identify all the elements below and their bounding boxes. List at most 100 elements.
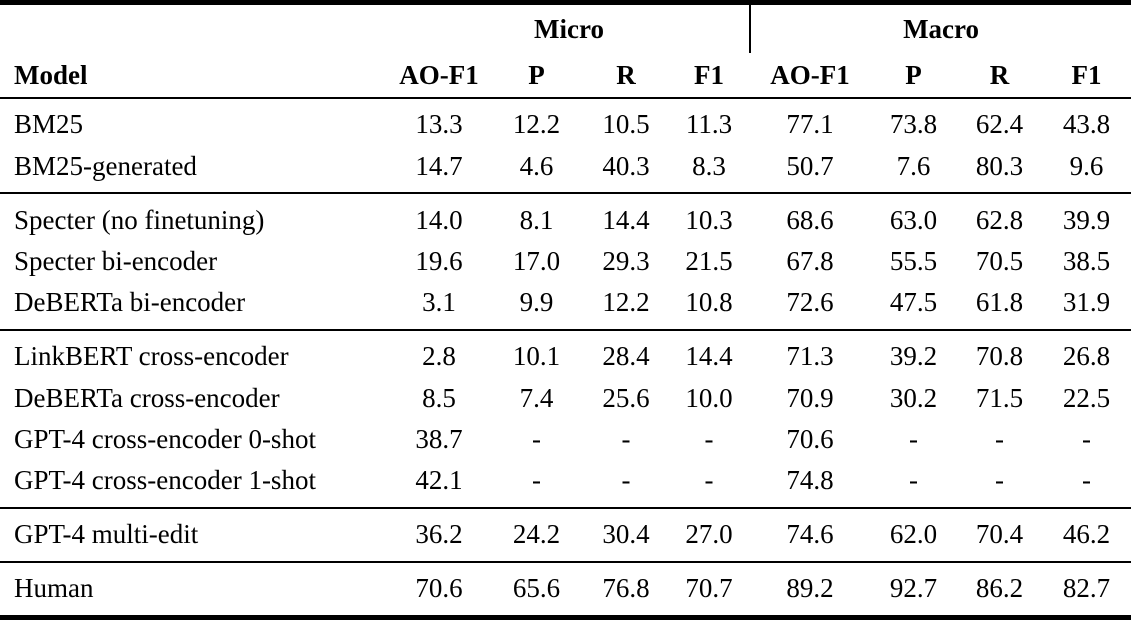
value-cell: 36.2 [415,519,463,550]
value-cell: 10.3 [685,204,733,235]
value-cell: 26.8 [1062,341,1111,372]
value-cell: 7.6 [896,150,931,181]
model-cell: Human [14,573,94,604]
value-cell: 67.8 [786,246,834,277]
value-cell: 70.4 [975,519,1024,550]
value-cell: - [1082,465,1092,496]
value-cell: 14.7 [415,150,463,181]
value-cell: 7.4 [519,382,554,413]
value-cell: 73.8 [889,109,938,140]
column-header-macro-p: P [870,53,958,99]
value-cell: 14.4 [685,341,733,372]
value-cell: 71.5 [975,382,1024,413]
table-row: GPT-4 cross-encoder 0-shot 38.7 - - - 70.6 - - - [0,419,1131,460]
value-cell: 27.0 [685,519,733,550]
value-cell: - [532,465,541,496]
value-cell: - [704,423,714,454]
value-cell: 38.5 [1062,246,1111,277]
value-cell: 10.8 [685,287,733,318]
table-row: DeBERTa cross-encoder 8.5 7.4 25.6 10.0 70.9 3… [0,377,1131,418]
value-cell: 12.2 [602,287,650,318]
row-group-3: GPT-4 multi-edit 36.2 24.2 30.4 27.0 74.6 62.0… [0,507,1131,562]
column-header-macro-aof1: AO-F1 [750,53,871,99]
column-header-row: Model AO-F1 P R F1 AO-F1 P R F1 [0,53,1131,99]
value-cell: - [995,423,1005,454]
value-cell: 43.8 [1062,109,1111,140]
value-cell: 12.2 [512,109,561,140]
value-cell: 46.2 [1062,519,1111,550]
value-cell: 62.0 [889,519,938,550]
row-group-0: BM25 13.3 12.2 10.5 11.3 77.1 73.8 62.4 43.8 BM25… [0,98,1131,193]
table-row: Specter bi-encoder 19.6 17.0 29.3 21.5 67.8 55… [0,241,1131,282]
model-cell: GPT-4 multi-edit [14,519,199,550]
value-cell: 61.8 [975,287,1024,318]
value-cell: 42.1 [415,465,463,496]
value-cell: 47.5 [889,287,938,318]
column-header-micro-p: P [489,53,584,99]
value-cell: 76.8 [602,573,650,604]
column-header-micro-r: R [584,53,668,99]
value-cell: 68.6 [786,204,834,235]
value-cell: 70.5 [975,246,1024,277]
value-cell: - [1082,423,1092,454]
value-cell: 14.0 [415,204,463,235]
model-cell: GPT-4 cross-encoder 1-shot [14,465,316,496]
value-cell: 10.5 [602,109,650,140]
value-cell: 80.3 [975,150,1024,181]
value-cell: 8.1 [519,204,554,235]
value-cell: 39.9 [1062,204,1111,235]
micro-group-header: Micro [534,13,604,44]
row-group-4: Human 70.6 65.6 76.8 70.7 89.2 92.7 86.2 82.7 [0,561,1131,618]
value-cell: 11.3 [685,109,733,140]
value-cell: 10.1 [512,341,561,372]
value-cell: 29.3 [602,246,650,277]
value-cell: 9.9 [519,287,554,318]
value-cell: - [621,465,631,496]
value-cell: 50.7 [786,150,834,181]
value-cell: 72.6 [786,287,834,318]
model-cell: BM25 [14,109,84,140]
value-cell: 25.6 [602,382,650,413]
group-header-spacer [0,3,389,54]
model-cell: Specter bi-encoder [14,246,218,277]
value-cell: 86.2 [975,573,1024,604]
value-cell: - [909,465,919,496]
value-cell: 62.4 [975,109,1024,140]
value-cell: 28.4 [602,341,650,372]
value-cell: 70.6 [415,573,463,604]
value-cell: 10.0 [685,382,733,413]
value-cell: 55.5 [889,246,938,277]
table-header: Micro Macro Model AO-F1 P R F1 AO-F1 P R… [0,2,1131,99]
value-cell: 38.7 [415,423,463,454]
value-cell: 30.4 [602,519,650,550]
value-cell: 13.3 [415,109,463,140]
value-cell: 74.6 [786,519,834,550]
column-header-micro-aof1: AO-F1 [389,53,489,99]
table-row: DeBERTa bi-encoder 3.1 9.9 12.2 10.8 72.6 47.5… [0,282,1131,330]
value-cell: 4.6 [519,150,554,181]
value-cell: 30.2 [889,382,938,413]
value-cell: - [621,423,631,454]
table-row: Specter (no finetuning) 14.0 8.1 14.4 10.3 68… [0,193,1131,241]
group-header-row: Micro Macro [0,2,1131,54]
value-cell: 63.0 [889,204,938,235]
value-cell: 8.3 [692,150,726,181]
model-cell: DeBERTa cross-encoder [14,382,280,413]
table-row: LinkBERT cross-encoder 2.8 10.1 28.4 14.4 71.… [0,330,1131,378]
value-cell: 65.6 [512,573,561,604]
table-row: GPT-4 cross-encoder 1-shot 42.1 - - - 74.8 - - - [0,460,1131,508]
value-cell: 9.6 [1069,150,1104,181]
table-row: BM25-generated 14.7 4.6 40.3 8.3 50.7 7.6 80.3 9… [0,146,1131,194]
value-cell: 92.7 [889,573,938,604]
model-cell: BM25-generated [14,150,197,181]
value-cell: 22.5 [1062,382,1111,413]
column-header-model: Model [0,53,389,99]
model-cell: GPT-4 cross-encoder 0-shot [14,423,316,454]
value-cell: 70.7 [685,573,733,604]
value-cell: 2.8 [422,341,456,372]
model-cell: DeBERTa bi-encoder [14,287,246,318]
table-row: Human 70.6 65.6 76.8 70.7 89.2 92.7 86.2 82.7 [0,562,1131,618]
value-cell: 70.9 [786,382,834,413]
